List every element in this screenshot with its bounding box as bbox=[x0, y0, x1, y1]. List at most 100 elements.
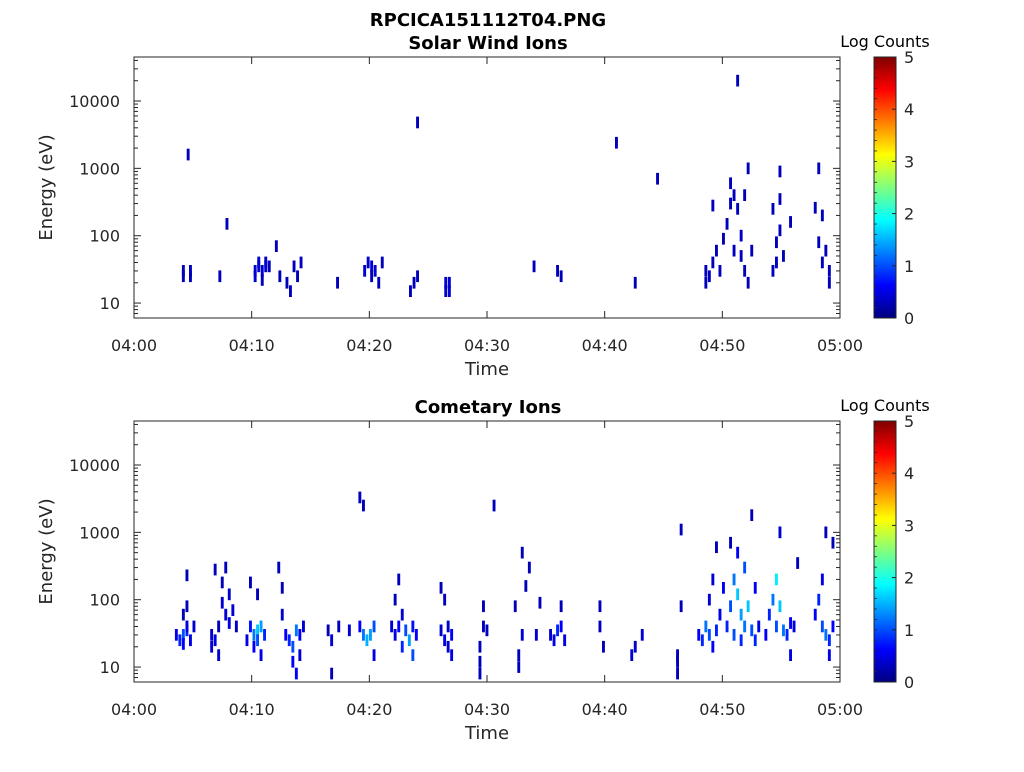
x-tick-label: 04:30 bbox=[464, 336, 510, 355]
spectrogram-cell bbox=[534, 629, 538, 641]
spectrogram-cell bbox=[824, 629, 828, 641]
spectrogram-cell bbox=[782, 624, 785, 637]
spectrogram-cell bbox=[824, 526, 828, 539]
spectrogram-cell bbox=[218, 270, 222, 283]
spectrogram-cell bbox=[213, 634, 217, 647]
spectrogram-cell bbox=[302, 620, 305, 633]
spectrogram-cell bbox=[736, 203, 740, 215]
solar-wind-panel: 04:00 04:10 04:20 04:30 04:40 04:50 05:0010100… bbox=[36, 32, 930, 380]
spectrogram-cell bbox=[817, 593, 821, 606]
spectrogram-cell bbox=[326, 624, 330, 637]
spectrogram-cell bbox=[478, 640, 482, 653]
spectrogram-cell bbox=[813, 608, 817, 621]
spectrogram-cell bbox=[210, 640, 214, 653]
spectrogram-cell bbox=[192, 620, 196, 633]
spectrogram-cell bbox=[831, 536, 835, 549]
spectrogram-cell bbox=[524, 580, 528, 592]
spectrogram-cell bbox=[185, 569, 189, 582]
spectrogram-cell bbox=[778, 224, 782, 237]
spectrogram-cell bbox=[729, 600, 732, 613]
spectrogram-cell bbox=[598, 620, 602, 633]
plot-area bbox=[134, 421, 840, 682]
figure-title: RPCICA151112T04.PNG bbox=[370, 10, 606, 31]
spectrogram-cell bbox=[676, 649, 679, 661]
spectrogram-cell bbox=[722, 582, 725, 594]
spectrogram-cell bbox=[757, 620, 761, 633]
x-tick-label: 05:00 bbox=[817, 336, 863, 355]
colorbar-tick-label: 0 bbox=[904, 309, 914, 328]
spectrogram-cell bbox=[820, 256, 824, 269]
spectrogram-cell bbox=[725, 620, 729, 633]
spectrogram-cell bbox=[732, 244, 736, 257]
spectrogram-cell bbox=[750, 509, 754, 521]
spectrogram-cell bbox=[743, 561, 747, 574]
y-tick-label: 1000 bbox=[79, 523, 120, 542]
spectrogram-cell bbox=[778, 165, 782, 178]
spectrogram-cell bbox=[517, 661, 521, 673]
spectrogram-cell bbox=[227, 617, 231, 629]
spectrogram-cell bbox=[715, 244, 718, 257]
spectrogram-cell bbox=[736, 546, 740, 559]
y-axis-label: Energy (eV) bbox=[36, 134, 57, 240]
spectrogram-cell bbox=[817, 162, 821, 175]
x-tick-label: 04:40 bbox=[582, 700, 628, 719]
spectrogram-cell bbox=[260, 265, 264, 277]
colorbar-tick-label: 1 bbox=[904, 257, 914, 276]
spectrogram-cell bbox=[827, 276, 831, 289]
spectrogram-cell bbox=[598, 600, 602, 613]
spectrogram-cell bbox=[778, 193, 782, 205]
y-axis-label: Energy (eV) bbox=[36, 498, 57, 604]
spectrogram-cell bbox=[824, 244, 828, 257]
spectrogram-cell bbox=[181, 629, 185, 641]
y-tick-label: 10000 bbox=[69, 456, 120, 475]
spectrogram-cell bbox=[336, 276, 339, 289]
spectrogram-cell bbox=[549, 629, 552, 641]
spectrogram-cell bbox=[256, 588, 259, 601]
spectrogram-cell bbox=[520, 546, 524, 559]
spectrogram-cell bbox=[538, 596, 542, 609]
spectrogram-cell bbox=[517, 649, 521, 661]
spectrogram-cell bbox=[400, 640, 404, 653]
spectrogram-cell bbox=[234, 620, 238, 633]
spectrogram-cell bbox=[527, 561, 531, 574]
spectrogram-cell bbox=[404, 624, 408, 637]
spectrogram-cell bbox=[630, 649, 634, 661]
spectrogram-cell bbox=[750, 244, 754, 257]
spectrogram-cell bbox=[227, 588, 231, 601]
spectrogram-cell bbox=[796, 557, 800, 569]
spectrogram-cell bbox=[249, 576, 252, 589]
colorbar-tick-label: 2 bbox=[904, 205, 914, 224]
spectrogram-cell bbox=[827, 265, 831, 277]
spectrogram-cell bbox=[775, 573, 778, 586]
spectrogram-cell bbox=[369, 629, 372, 641]
spectrogram-cell bbox=[330, 634, 334, 647]
spectrogram-cell bbox=[393, 593, 397, 606]
spectrogram-cell bbox=[753, 634, 757, 647]
colorbar-tick-label: 0 bbox=[904, 673, 914, 692]
spectrogram-cell bbox=[393, 629, 397, 641]
colorbar bbox=[873, 420, 897, 683]
spectrogram-cell bbox=[789, 617, 792, 629]
spectrogram-cell bbox=[189, 634, 192, 647]
spectrogram-cell bbox=[820, 573, 824, 586]
spectrogram-cell bbox=[817, 236, 821, 249]
spectrogram-cell bbox=[174, 629, 178, 641]
spectrogram-cell bbox=[267, 260, 271, 273]
spectrogram-cell bbox=[220, 596, 224, 609]
x-tick-label: 04:10 bbox=[229, 336, 275, 355]
y-tick-label: 10000 bbox=[69, 92, 120, 111]
spectrogram-cell bbox=[296, 270, 299, 283]
spectrogram-cell bbox=[831, 620, 835, 633]
colorbar-label: Log Counts bbox=[840, 32, 930, 51]
spectrogram-cell bbox=[263, 629, 266, 641]
spectrogram-cell bbox=[633, 276, 637, 289]
x-tick-label: 04:20 bbox=[346, 700, 392, 719]
spectrogram-cell bbox=[257, 256, 261, 269]
spectrogram-cell bbox=[260, 274, 264, 286]
spectrogram-cell bbox=[778, 526, 782, 539]
spectrogram-cell bbox=[225, 218, 229, 230]
spectrogram-cell bbox=[715, 624, 718, 637]
cometary-panel: 04:00 04:10 04:20 04:30 04:40 04:50 05:0010100… bbox=[36, 396, 930, 744]
spectrogram-cell bbox=[439, 624, 443, 637]
spectrogram-cell bbox=[532, 260, 536, 273]
